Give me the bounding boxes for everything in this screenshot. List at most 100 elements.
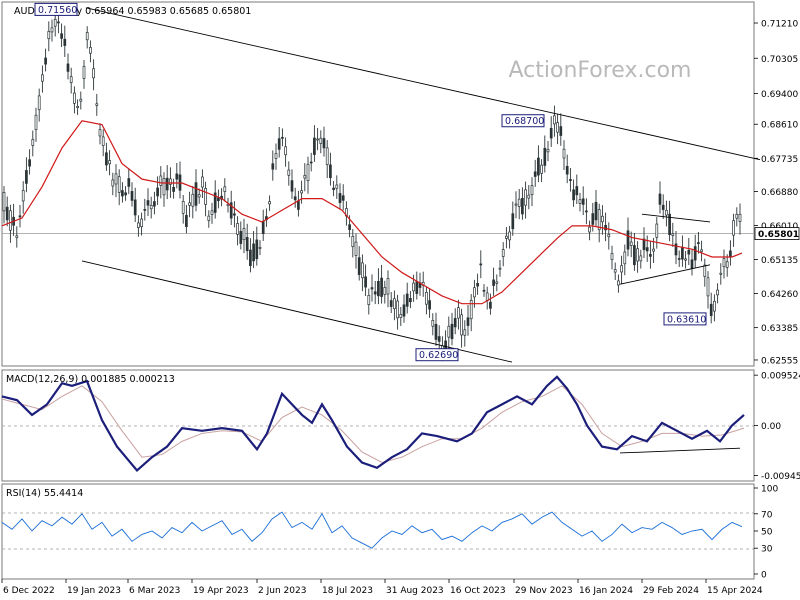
candle-body: [277, 138, 281, 150]
candle-body: [620, 265, 623, 273]
price-annotation-box: [34, 2, 78, 16]
candle-body: [348, 224, 351, 230]
candle-body: [325, 147, 329, 166]
candle-body: [207, 215, 211, 221]
time-tick-label: 2 Jun 2023: [258, 586, 306, 596]
candle-body: [105, 152, 108, 166]
candle-body: [313, 137, 316, 155]
price-tick-label: 0.64260: [761, 290, 798, 300]
candle-body: [687, 249, 691, 255]
candle-body: [501, 249, 505, 257]
rsi-tick-label: 30: [761, 545, 773, 555]
candle-body: [495, 281, 499, 284]
candle-body: [732, 220, 735, 236]
candle-body: [415, 281, 419, 294]
candle-body: [271, 163, 275, 170]
candle-body: [281, 136, 284, 139]
candle-body: [47, 31, 51, 40]
price-tick-label: 0.66010: [761, 222, 798, 232]
price-annotation-label: 0.68700: [505, 116, 544, 127]
time-tick-label: 16 Oct 2023: [450, 586, 506, 596]
candle-body: [306, 163, 310, 182]
candle-body: [469, 299, 473, 320]
candle-body: [393, 298, 396, 310]
time-tick-label: 29 Nov 2023: [515, 586, 573, 596]
candle-body: [57, 21, 60, 24]
candle-body: [18, 215, 22, 218]
candle-body: [594, 201, 598, 221]
candle-body: [562, 148, 566, 159]
candle-body: [533, 171, 537, 177]
candle-body: [578, 199, 582, 204]
candle-body: [5, 206, 9, 221]
price-tick-label: 0.68610: [761, 121, 798, 131]
candle-body: [287, 169, 291, 176]
candle-body: [738, 213, 742, 222]
candle-body: [274, 152, 278, 159]
macd-panel-frame: [1, 369, 755, 482]
candle-body: [268, 201, 271, 205]
candle-body: [629, 241, 633, 246]
price-annotation-label: 0.62690: [419, 350, 458, 361]
candle-body: [82, 66, 86, 79]
candle-body: [617, 280, 620, 286]
candle-body: [636, 248, 639, 262]
candle-body: [236, 223, 239, 235]
candle-body: [498, 267, 502, 270]
candle-body: [700, 249, 703, 252]
candle-body: [332, 187, 335, 190]
candle-body: [527, 194, 531, 199]
candle-body: [153, 201, 156, 207]
price-tick-label: 0.69400: [761, 90, 798, 100]
candle-body: [572, 189, 575, 201]
candle-body: [341, 195, 345, 201]
candle-body: [172, 186, 175, 192]
price-axis: 0.71210 0.70305 0.69400 0.68610 0.67735 0.668…: [2, 20, 800, 366]
candle-body: [485, 292, 489, 302]
candle-body: [460, 314, 463, 336]
candle-body: [649, 253, 652, 257]
price-tick-label: 0.70305: [761, 55, 798, 65]
candle-body: [309, 161, 313, 164]
rsi-line: [1, 511, 743, 549]
candle-body: [428, 300, 431, 310]
candle-body: [655, 223, 659, 238]
candle-body: [575, 186, 579, 196]
candle-body: [114, 173, 118, 185]
candle-body: [204, 187, 207, 205]
candle-body: [239, 230, 243, 244]
price-annotation-box: [501, 114, 545, 128]
candle-body: [540, 164, 543, 174]
candle-body: [434, 323, 438, 340]
rsi-tick-label: 50: [761, 528, 773, 538]
candle-body: [53, 18, 57, 27]
candle-body: [95, 103, 99, 106]
candle-body: [117, 176, 121, 193]
candle-body: [623, 251, 627, 265]
candle-body: [690, 259, 694, 269]
candle-body: [373, 291, 377, 295]
price-annotation-label: 0.63610: [667, 314, 706, 325]
candle-body: [15, 235, 19, 238]
candle-body: [706, 277, 710, 297]
candle-body: [409, 298, 412, 303]
candle-body: [34, 114, 38, 131]
macd-header: MACD(12,26,9) 0.001885 0.000213: [6, 374, 175, 385]
candle-body: [681, 246, 684, 260]
candle-body: [297, 200, 300, 210]
candle-body: [677, 258, 681, 260]
price-annotations: 0.71560 0.68700 0.63610 0.62690: [34, 2, 707, 362]
candle-body: [127, 178, 131, 187]
candle-body: [517, 198, 521, 207]
candle-body: [28, 159, 31, 167]
candle-body: [425, 292, 428, 305]
candle-body: [322, 138, 326, 149]
price-annotation-box: [415, 348, 459, 362]
price-annotation-label: 0.71560: [38, 5, 77, 16]
candle-body: [89, 47, 92, 54]
time-tick-label: 6 Dec 2022: [3, 586, 55, 596]
candle-body: [293, 196, 297, 201]
candle-body: [149, 204, 153, 210]
candle-body: [194, 182, 198, 206]
candle-body: [290, 180, 294, 192]
